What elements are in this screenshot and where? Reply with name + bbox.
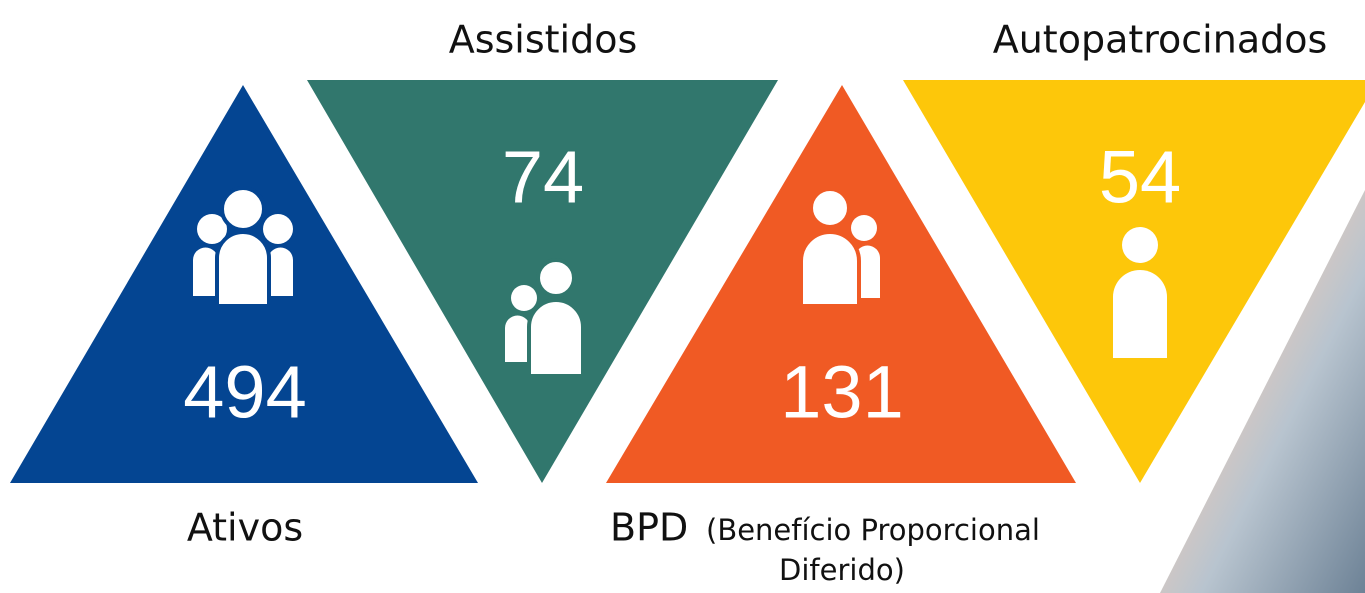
page: 494 74 131 54 Ativos Assistidos BPD (Ben… [0,0,1365,593]
label: Ativos [187,506,303,550]
label: Assistidos [449,18,638,62]
value: 494 [183,351,306,434]
label: BPD [610,506,688,550]
note: Diferido) [779,553,905,587]
value: 131 [780,351,903,434]
label: Autopatrocinados [993,18,1328,62]
note: (Benefício Proporcional [706,513,1040,547]
infographic: 494 74 131 54 Ativos Assistidos BPD (Ben… [0,0,1365,593]
value: 74 [502,136,584,219]
value: 54 [1099,136,1181,219]
